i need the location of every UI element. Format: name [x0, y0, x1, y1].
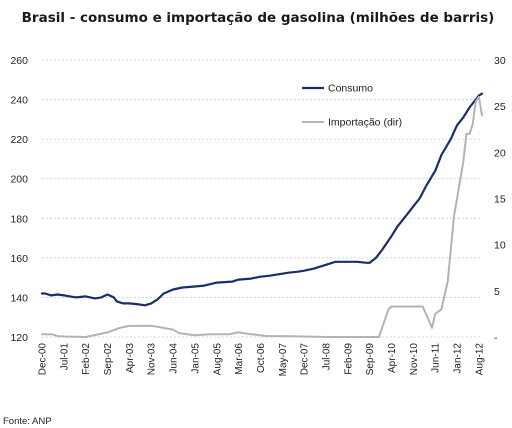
y-right-tick-label: 5 — [494, 286, 500, 298]
source-note: Fonte: ANP — [3, 416, 52, 427]
x-tick-label: Dec-00 — [38, 343, 49, 376]
series-lines — [40, 92, 484, 338]
gridlines — [42, 59, 482, 338]
x-tick-label: Dec-07 — [300, 343, 311, 376]
y-right-tick-label: 25 — [494, 101, 506, 113]
y-left-tick-label: 180 — [10, 213, 28, 225]
y-left-tick-label: 200 — [10, 174, 28, 186]
y-left-tick-label: 260 — [10, 55, 28, 67]
x-tick-label: Mar-06 — [234, 343, 245, 375]
x-tick-label: Jan-05 — [190, 343, 201, 374]
y-right-tick-label: 15 — [494, 194, 506, 206]
legend-label: Importação (dir) — [328, 117, 402, 129]
x-tick-label: Oct-06 — [256, 343, 267, 373]
x-tick-label: Jul-01 — [59, 343, 70, 371]
x-tick-label: Feb-02 — [81, 343, 92, 375]
x-tick-label: Sep-09 — [365, 343, 376, 376]
legend-label: Consumo — [328, 83, 373, 95]
y-right-tick-label: 10 — [494, 240, 506, 252]
x-tick-label: Feb-09 — [343, 343, 354, 375]
x-tick-label: Nov-10 — [409, 343, 420, 376]
left-y-axis: 120 140 160 180 200 220 240 260 — [10, 55, 28, 344]
chart-title: Brasil - consumo e importação de gasolin… — [22, 10, 495, 26]
legend: Consumo Importação (dir) — [302, 83, 402, 129]
x-tick-label: Nov-03 — [147, 343, 158, 376]
y-left-tick-label: 240 — [10, 95, 28, 107]
x-tick-label: May-07 — [278, 343, 289, 377]
y-right-tick-label: 20 — [494, 147, 506, 159]
right-y-axis: - 5 10 15 20 25 30 — [494, 55, 506, 344]
y-left-tick-label: 140 — [10, 292, 28, 304]
x-tick-label: Jan-12 — [453, 343, 464, 374]
x-tick-label: Jun-11 — [431, 343, 442, 373]
x-tick-label: Jul-08 — [321, 343, 332, 371]
y-right-tick-label: 30 — [494, 55, 506, 67]
x-tick-label: Aug-12 — [474, 343, 485, 376]
x-tick-label: Sep-02 — [103, 343, 114, 376]
y-left-tick-label: 160 — [10, 253, 28, 265]
x-tick-label: Apr-10 — [387, 343, 398, 373]
x-tick-label: Jun-04 — [169, 343, 180, 374]
y-left-tick-label: 220 — [10, 134, 28, 146]
series-line-consumo — [40, 92, 484, 307]
y-left-tick-label: 120 — [10, 332, 28, 344]
x-tick-label: Aug-05 — [212, 343, 223, 376]
y-right-tick-label: - — [494, 332, 498, 344]
x-axis: Dec-00 Jul-01 Feb-02 Sep-02 Apr-03 Nov-03 Jun-… — [38, 343, 486, 377]
series-line-importacao — [41, 95, 483, 338]
x-tick-label: Apr-03 — [125, 343, 136, 373]
